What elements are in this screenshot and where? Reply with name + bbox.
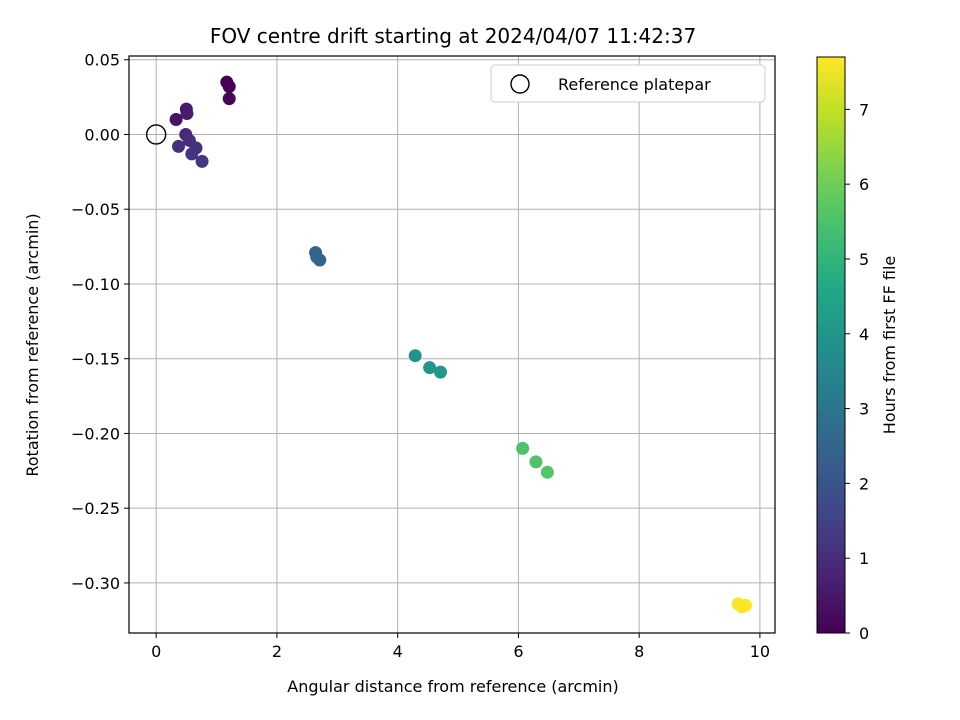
data-point [169,113,183,127]
colorbar-tick-label: 0 [859,624,869,643]
legend-reference-marker [510,74,530,94]
data-point [434,365,448,379]
colorbar-tick-label: 2 [859,474,869,493]
data-point [222,80,236,94]
colorbar-tick-label: 5 [859,250,869,269]
data-point [540,465,554,479]
x-tick-label: 4 [393,642,403,661]
y-tick-label: 0.00 [84,125,120,144]
colorbar [816,56,846,634]
y-tick-label: −0.10 [71,275,120,294]
data-point [529,455,543,469]
x-tick-label: 0 [151,642,161,661]
data-point [180,107,194,121]
y-tick-label: 0.05 [84,51,120,70]
plot-frame [128,55,776,634]
legend-label-reference: Reference platepar [558,75,711,94]
chart-title: FOV centre drift starting at 2024/04/07 … [210,24,696,48]
data-point [516,441,530,455]
legend-box [490,64,766,103]
colorbar-tick-label: 7 [859,100,869,119]
data-point [423,361,437,375]
y-tick-label: −0.30 [71,574,120,593]
colorbar-ticks: 0 1 2 3 4 5 6 7 [845,100,869,643]
colorbar-tick-label: 3 [859,400,869,419]
x-tick-label: 8 [634,642,644,661]
colorbar-tick-label: 4 [859,325,869,344]
data-point [195,154,209,168]
data-points [169,75,752,614]
y-tick-label: −0.15 [71,350,120,369]
y-axis-title: Rotation from reference (arcmin) [23,213,42,476]
x-axis-ticks: 0 2 4 6 8 10 [151,633,770,661]
colorbar-tick-label: 6 [859,175,869,194]
grid-lines [129,56,775,633]
data-point [172,139,186,153]
y-tick-label: −0.25 [71,499,120,518]
data-point [738,598,752,612]
x-tick-label: 10 [750,642,770,661]
y-tick-label: −0.20 [71,424,120,443]
x-tick-label: 6 [513,642,523,661]
data-point [185,147,199,161]
x-tick-label: 2 [272,642,282,661]
legend: Reference platepar [490,64,766,103]
y-tick-label: −0.05 [71,200,120,219]
reference-marker-layer [145,124,167,145]
data-point [313,253,327,267]
colorbar-title: Hours from first FF file [880,256,899,435]
x-axis-title: Angular distance from reference (arcmin) [287,677,618,696]
reference-marker [145,124,167,145]
data-point [408,349,422,363]
data-point [222,92,236,106]
y-axis-ticks: 0.05 0.00 −0.05 −0.10 −0.15 −0.20 −0.25 −0.30 [71,51,129,593]
colorbar-tick-label: 1 [859,549,869,568]
